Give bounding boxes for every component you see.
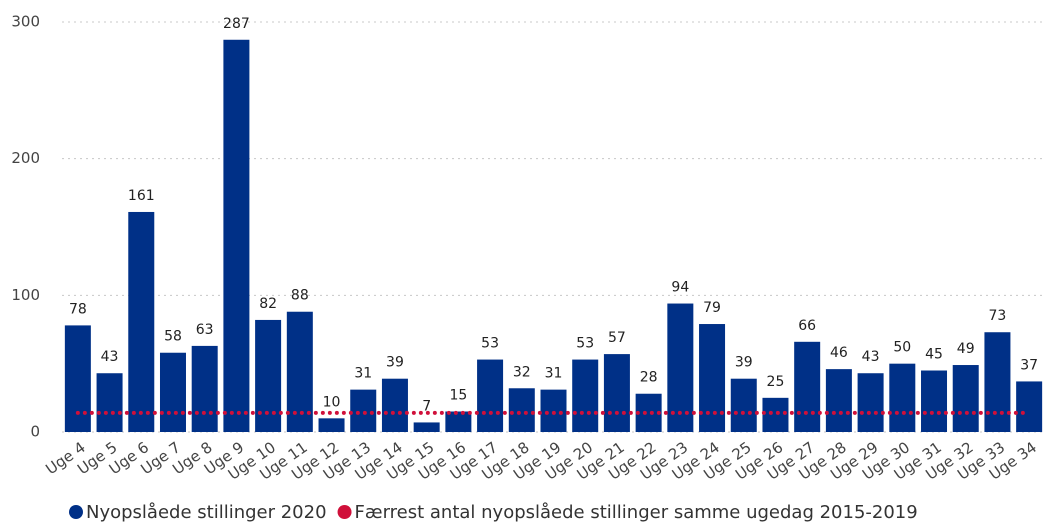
data-label: 73: [989, 308, 1007, 324]
data-label: 63: [196, 322, 214, 338]
bar: [445, 411, 472, 432]
bar: [603, 354, 630, 432]
data-label: 37: [1020, 357, 1038, 373]
data-label: 39: [386, 355, 404, 371]
data-label: 43: [101, 349, 119, 365]
data-label: 7: [422, 398, 431, 414]
bar: [508, 388, 535, 432]
bar: [699, 324, 726, 432]
bar: [96, 373, 123, 432]
data-label: 94: [671, 280, 689, 296]
bar: [857, 373, 884, 432]
bar: [921, 370, 948, 432]
data-label: 50: [893, 340, 911, 356]
data-label: 25: [767, 374, 785, 390]
bar: [984, 332, 1011, 432]
bar: [350, 389, 377, 432]
data-label: 39: [735, 355, 753, 371]
legend-label: Nyopslåede stillinger 2020: [86, 502, 327, 523]
data-label: 53: [576, 336, 594, 352]
data-label: 46: [830, 345, 848, 361]
data-label: 53: [481, 336, 499, 352]
bar: [223, 39, 250, 433]
legend-marker: [69, 505, 83, 519]
data-label: 31: [545, 366, 563, 382]
bar: [952, 365, 979, 432]
data-label: 66: [798, 318, 816, 334]
data-label: 287: [223, 16, 250, 32]
y-tick-label: 100: [11, 286, 40, 304]
data-label: 43: [862, 349, 880, 365]
bar: [1016, 381, 1043, 432]
bar: [762, 397, 789, 432]
data-label: 78: [69, 301, 87, 317]
bar: [730, 378, 757, 432]
legend-label: Færrest antal nyopslåede stillinger samm…: [355, 502, 918, 523]
bar: [667, 303, 694, 432]
bar: [477, 359, 504, 432]
bar: [191, 345, 218, 432]
bar: [794, 341, 821, 432]
bar: [825, 369, 852, 432]
data-label: 10: [323, 394, 341, 410]
data-label: 28: [640, 370, 658, 386]
bar: [540, 389, 567, 432]
data-label: 82: [259, 296, 277, 312]
bar: [159, 352, 186, 432]
data-label: 45: [925, 347, 943, 363]
bar: [381, 378, 408, 432]
legend-marker: [337, 505, 352, 519]
data-label: 57: [608, 330, 626, 346]
data-label: 15: [449, 388, 467, 404]
bar: [128, 211, 155, 432]
data-label: 88: [291, 288, 309, 304]
data-label: 49: [957, 341, 975, 357]
y-tick-label: 200: [11, 149, 40, 167]
bar: [255, 319, 282, 432]
data-label: 79: [703, 300, 721, 316]
data-label: 161: [128, 188, 155, 204]
bar: [572, 359, 599, 432]
y-tick-label: 300: [11, 13, 40, 31]
y-tick-label: 0: [30, 423, 40, 441]
bar: [318, 418, 345, 432]
bar: [64, 325, 91, 432]
bar: [889, 363, 916, 432]
data-label: 31: [354, 366, 372, 382]
bar: [413, 422, 440, 432]
data-label: 58: [164, 329, 182, 345]
data-label: 32: [513, 364, 531, 380]
